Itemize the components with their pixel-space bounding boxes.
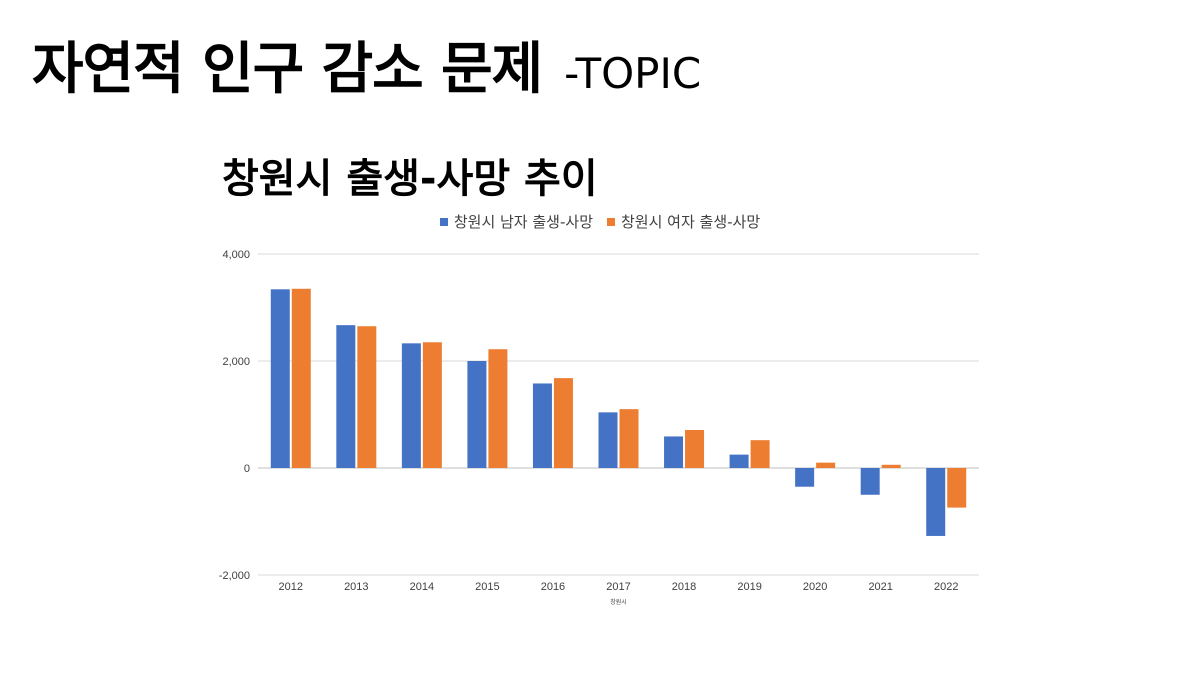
slide-title-main: 자연적 인구 감소 문제: [32, 37, 543, 102]
slide-title: 자연적 인구 감소 문제 -TOPIC: [32, 24, 701, 105]
chart-legend: 창원시 남자 출생-사망 창원시 여자 출생-사망: [0, 211, 1200, 232]
bar-male: [270, 289, 290, 468]
bar-female: [947, 468, 967, 508]
x-tick-label: 2014: [410, 581, 434, 593]
legend-item-female: 창원시 여자 출생-사망: [607, 211, 760, 232]
bar-male: [401, 343, 421, 468]
bar-male: [532, 383, 552, 468]
x-tick-label: 2018: [672, 581, 696, 593]
bar-female: [357, 326, 377, 468]
x-tick-label: 2019: [737, 581, 761, 593]
y-tick-label: -2,000: [219, 570, 250, 582]
chart-title: 창원시 출생-사망 추이: [222, 156, 598, 202]
bar-female: [619, 409, 639, 468]
legend-item-male: 창원시 남자 출생-사망: [439, 211, 593, 232]
legend-swatch-female: [607, 217, 615, 226]
bar-male: [598, 412, 618, 468]
x-axis-title: 창원시: [610, 598, 627, 606]
legend-label-female: 창원시 여자 출생-사망: [621, 213, 761, 231]
x-tick-label: 2015: [475, 581, 499, 593]
slide-title-topic: -TOPIC: [564, 49, 702, 98]
legend-swatch-male: [439, 217, 448, 226]
bar-female: [422, 342, 442, 468]
bar-female: [291, 288, 311, 468]
bar-male: [860, 468, 880, 495]
bar-female: [685, 430, 705, 468]
x-tick-label: 2022: [934, 581, 958, 593]
bar-male: [795, 468, 815, 487]
y-tick-label: 4,000: [222, 249, 250, 261]
x-tick-label: 2016: [541, 581, 565, 593]
bar-male: [336, 325, 356, 468]
y-tick-label: 2,000: [222, 356, 250, 368]
bar-female: [816, 462, 836, 468]
x-tick-label: 2013: [344, 581, 368, 593]
bar-female: [750, 440, 770, 468]
x-tick-label: 2020: [803, 581, 827, 593]
bar-male: [729, 454, 749, 468]
x-tick-label: 2017: [606, 581, 630, 593]
bar-male: [664, 436, 684, 468]
bar-female: [881, 464, 901, 468]
bar-male: [926, 468, 946, 536]
bar-female: [553, 378, 573, 468]
y-tick-label: 0: [244, 463, 250, 475]
bar-female: [488, 349, 508, 468]
bar-male: [467, 361, 487, 468]
x-tick-label: 2012: [279, 581, 303, 593]
legend-label-male: 창원시 남자 출생-사망: [453, 213, 593, 231]
x-tick-label: 2021: [868, 581, 892, 593]
